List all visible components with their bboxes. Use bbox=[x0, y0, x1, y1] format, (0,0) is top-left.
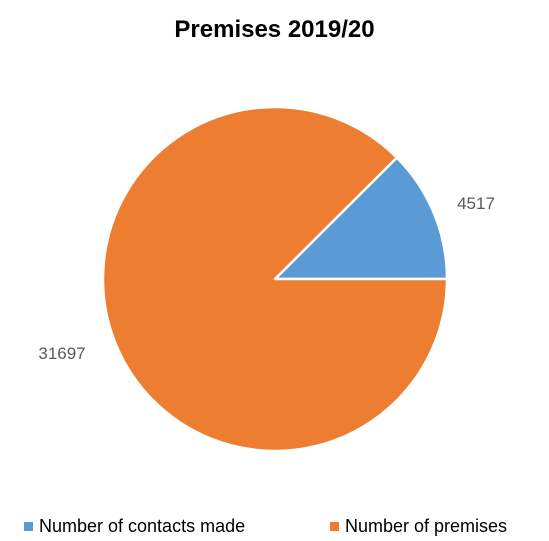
data-label-0: 4517 bbox=[457, 194, 495, 213]
slice-premises bbox=[101, 105, 449, 453]
legend-swatch-premises bbox=[330, 522, 339, 531]
pie-data-labels: 4517 31697 bbox=[38, 194, 495, 363]
legend-item-premises: Number of premises bbox=[330, 516, 507, 537]
slice-contacts-made bbox=[273, 156, 449, 281]
data-label-1: 31697 bbox=[38, 344, 85, 363]
legend-label-contacts: Number of contacts made bbox=[39, 516, 246, 536]
legend-label-premises: Number of premises bbox=[345, 516, 508, 536]
legend: Number of contacts made Number of premis… bbox=[0, 516, 549, 541]
legend-item-contacts: Number of contacts made bbox=[24, 516, 245, 537]
chart-title: Premises 2019/20 bbox=[174, 16, 375, 43]
pie-slices bbox=[101, 105, 449, 453]
legend-swatch-contacts bbox=[24, 522, 33, 531]
